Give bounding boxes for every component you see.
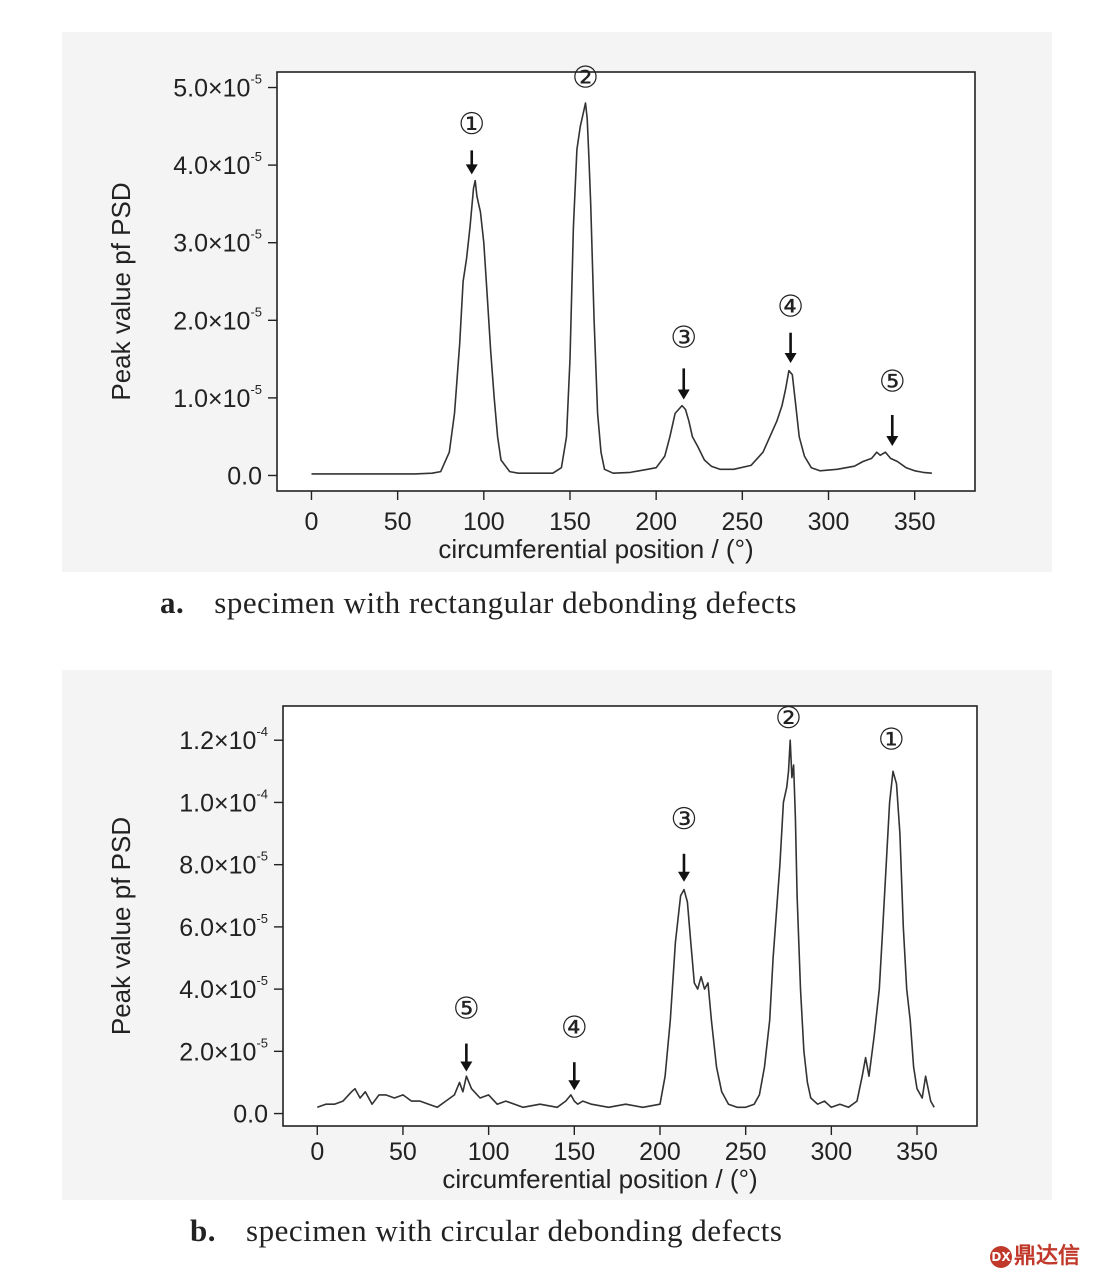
annotation-arrow-head xyxy=(886,435,899,446)
peak-annotation-label: ⑤ xyxy=(453,992,480,1027)
seal-icon: DX xyxy=(990,1246,1012,1268)
y-tick-label: 5.0×10-5 xyxy=(173,72,262,103)
x-tick-label: 100 xyxy=(468,1138,510,1166)
peak-annotation-label: ① xyxy=(458,107,485,142)
x-tick-label: 50 xyxy=(389,1138,417,1166)
watermark-text: 鼎达信 xyxy=(1014,1244,1081,1269)
x-tick-label: 350 xyxy=(894,508,936,536)
y-tick-label: 2.0×10-5 xyxy=(179,1035,268,1066)
y-tick-label: 3.0×10-5 xyxy=(173,227,262,258)
peak-annotation-label: ④ xyxy=(777,289,804,324)
peak-annotation-label: ④ xyxy=(561,1010,588,1045)
watermark: DX 鼎达信 xyxy=(990,1238,1080,1270)
annotation-arrow-head xyxy=(465,164,478,175)
annotation-arrow-head xyxy=(568,1080,581,1091)
x-tick-label: 300 xyxy=(808,508,850,536)
annotation-arrow-head xyxy=(784,352,797,363)
x-tick-label: 250 xyxy=(721,508,763,536)
x-tick-label: 300 xyxy=(810,1138,852,1166)
caption-a: a. specimen with rectangular debonding de… xyxy=(160,585,797,621)
caption-b: b. specimen with circular debonding defec… xyxy=(190,1213,782,1249)
x-tick-label: 50 xyxy=(384,508,412,536)
x-tick-label: 100 xyxy=(463,508,505,536)
y-tick-label: 4.0×10-5 xyxy=(179,973,268,1004)
x-tick-label: 200 xyxy=(639,1138,681,1166)
y-tick-label: 2.0×10-5 xyxy=(173,304,262,335)
y-axis-title: Peak value pf PSD xyxy=(106,182,136,400)
caption-b-text: specimen with circular debonding defects xyxy=(246,1213,783,1248)
y-tick-label: 1.0×10-5 xyxy=(173,382,262,413)
caption-b-label: b. xyxy=(190,1213,216,1248)
annotation-arrow-head xyxy=(677,871,690,882)
series-line xyxy=(311,102,932,475)
peak-annotation-label: ③ xyxy=(670,320,697,355)
x-axis-title: circumferential position / (°) xyxy=(438,534,753,564)
y-tick-label: 8.0×10-5 xyxy=(179,849,268,880)
caption-a-label: a. xyxy=(160,585,185,620)
y-tick-label: 0.0 xyxy=(233,1101,268,1129)
peak-annotation-label: ① xyxy=(878,723,905,758)
x-tick-label: 0 xyxy=(305,508,319,536)
x-tick-label: 250 xyxy=(725,1138,767,1166)
x-tick-label: 150 xyxy=(553,1138,595,1166)
plot-frame xyxy=(276,71,976,492)
y-tick-label: 1.0×10-4 xyxy=(179,786,268,817)
y-axis-title: Peak value pf PSD xyxy=(106,817,136,1035)
peak-annotation-label: ③ xyxy=(671,802,698,837)
y-tick-label: 6.0×10-5 xyxy=(179,911,268,942)
x-tick-label: 200 xyxy=(635,508,677,536)
plot-frame xyxy=(282,705,978,1127)
y-tick-label: 1.2×10-4 xyxy=(179,724,268,755)
peak-annotation-label: ② xyxy=(572,61,599,96)
x-axis-title: circumferential position / (°) xyxy=(442,1164,757,1194)
caption-a-text: specimen with rectangular debonding defe… xyxy=(214,585,797,620)
x-tick-label: 150 xyxy=(549,508,591,536)
chart-a: 0 50 100 150 200 250 300 350 0.0 1.0×10-5 2.0×10-5… xyxy=(106,61,976,564)
x-tick-label: 350 xyxy=(896,1138,938,1166)
peak-annotation-label: ⑤ xyxy=(879,365,906,400)
series-line xyxy=(317,739,935,1109)
annotation-arrow-head xyxy=(677,389,690,400)
annotation-arrow-head xyxy=(460,1061,473,1072)
x-tick-label: 0 xyxy=(310,1138,324,1166)
peak-annotation-label: ② xyxy=(775,701,802,736)
y-tick-label: 4.0×10-5 xyxy=(173,149,262,180)
y-tick-label: 0.0 xyxy=(227,462,262,490)
